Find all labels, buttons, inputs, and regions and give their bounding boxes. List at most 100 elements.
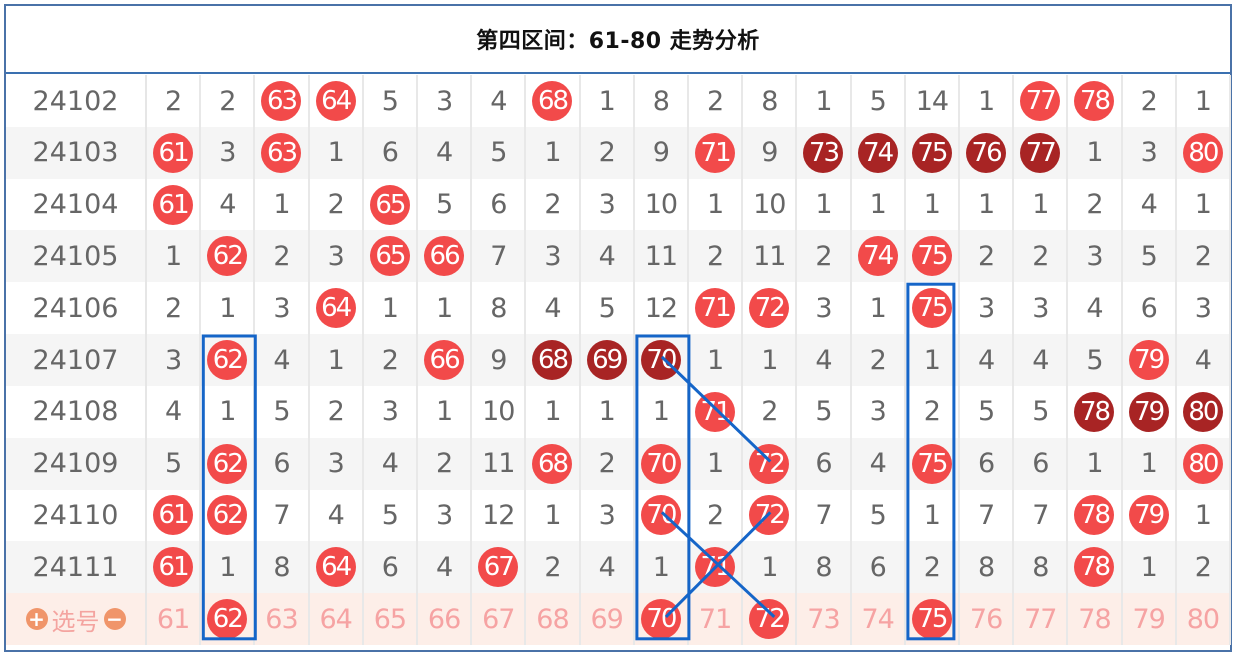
select-number-70[interactable]: 70 bbox=[635, 593, 689, 645]
trend-cell: 12 bbox=[635, 282, 689, 335]
trend-cell: 79 bbox=[1123, 385, 1177, 438]
trend-cell: 9 bbox=[472, 334, 527, 386]
issue-number: 24108 bbox=[6, 385, 147, 438]
select-number-80[interactable]: 80 bbox=[1177, 593, 1231, 645]
table-row: 24105 1 62 2 3 65 66 7 3 4 11 2 11 2 74 75 2 2 3 5 2 bbox=[6, 230, 1231, 283]
table-row: 24108 4 1 5 2 3 1 10 1 1 1 71 2 5 3 2 5 5 78 79 80 bbox=[6, 385, 1231, 438]
select-number-64[interactable]: 64 bbox=[310, 593, 364, 645]
trend-cell: 74 bbox=[852, 126, 906, 179]
trend-cell: 1 bbox=[1177, 178, 1231, 231]
trend-cell: 4 bbox=[147, 385, 202, 438]
trend-cell: 65 bbox=[364, 230, 418, 283]
trend-cell: 2 bbox=[526, 541, 581, 594]
issue-number: 24103 bbox=[6, 126, 147, 179]
trend-cell: 1 bbox=[201, 385, 256, 438]
table-row: 24110 61 62 7 4 5 3 12 1 3 70 2 72 7 5 1 7 7 78 79 1 bbox=[6, 489, 1231, 542]
trend-cell: 3 bbox=[147, 334, 202, 386]
trend-cell: 76 bbox=[960, 126, 1015, 179]
trend-cell: 3 bbox=[852, 385, 906, 438]
trend-cell: 4 bbox=[797, 334, 852, 386]
trend-cell: 62 bbox=[201, 334, 256, 386]
trend-cell: 62 bbox=[201, 230, 256, 283]
table-row: 24103 61 3 63 1 6 4 5 1 2 9 71 9 73 74 75 76 77 1 3 80 bbox=[6, 126, 1231, 179]
trend-cell: 4 bbox=[581, 541, 635, 594]
issue-number: 24106 bbox=[6, 282, 147, 335]
trend-cell: 1 bbox=[581, 75, 635, 127]
trend-cell: 4 bbox=[418, 126, 473, 179]
trend-cell: 6 bbox=[1123, 282, 1177, 335]
select-number-63[interactable]: 63 bbox=[255, 593, 310, 645]
trend-cell: 2 bbox=[310, 178, 364, 231]
trend-cell: 1 bbox=[960, 75, 1015, 127]
select-label: + 选号 − bbox=[6, 593, 147, 645]
trend-cell: 4 bbox=[472, 75, 527, 127]
hit-ball: 79 bbox=[1128, 340, 1169, 380]
trend-cell: 11 bbox=[743, 230, 798, 283]
trend-cell: 7 bbox=[960, 489, 1015, 542]
repeat-ball: 80 bbox=[1182, 391, 1223, 432]
hit-ball: 79 bbox=[1128, 495, 1169, 536]
select-number-68[interactable]: 68 bbox=[526, 593, 581, 645]
select-number-78[interactable]: 78 bbox=[1068, 593, 1123, 645]
select-number-77[interactable]: 77 bbox=[1014, 593, 1069, 645]
trend-cell: 8 bbox=[960, 541, 1015, 594]
select-number-72[interactable]: 72 bbox=[743, 593, 798, 645]
trend-cell: 64 bbox=[310, 282, 364, 335]
select-number-66[interactable]: 66 bbox=[418, 593, 473, 645]
select-number-62[interactable]: 62 bbox=[201, 593, 256, 645]
hit-ball: 78 bbox=[1074, 81, 1115, 121]
select-number-67[interactable]: 67 bbox=[472, 593, 527, 645]
trend-cell: 71 bbox=[689, 126, 744, 179]
trend-cell: 71 bbox=[689, 541, 744, 594]
trend-cell: 4 bbox=[255, 334, 310, 386]
trend-cell: 80 bbox=[1177, 126, 1231, 179]
hit-ball: 80 bbox=[1182, 132, 1223, 173]
hit-ball: 71 bbox=[695, 547, 736, 588]
select-number-74[interactable]: 74 bbox=[852, 593, 906, 645]
select-number-71[interactable]: 71 bbox=[689, 593, 744, 645]
trend-cell: 1 bbox=[743, 541, 798, 594]
select-number-65[interactable]: 65 bbox=[364, 593, 418, 645]
hit-ball: 78 bbox=[1074, 495, 1115, 536]
minus-circle-icon[interactable]: − bbox=[103, 607, 126, 631]
trend-cell: 66 bbox=[418, 334, 473, 386]
select-row: + 选号 −61 62 63 64 65 66 67 68 69 70 71 72 73 74 75 76 77 78… bbox=[6, 593, 1231, 645]
repeat-ball: 76 bbox=[966, 132, 1007, 173]
trend-cell: 2 bbox=[581, 437, 635, 490]
trend-cell: 2 bbox=[1014, 230, 1069, 283]
trend-cell: 73 bbox=[797, 126, 852, 179]
trend-cell: 2 bbox=[906, 541, 960, 594]
trend-cell: 1 bbox=[689, 178, 744, 231]
select-number-76[interactable]: 76 bbox=[960, 593, 1015, 645]
select-number-69[interactable]: 69 bbox=[581, 593, 635, 645]
select-number-75[interactable]: 75 bbox=[906, 593, 960, 645]
trend-cell: 72 bbox=[743, 437, 798, 490]
hit-ball: 61 bbox=[153, 184, 194, 225]
select-number-73[interactable]: 73 bbox=[797, 593, 852, 645]
trend-cell: 1 bbox=[1177, 75, 1231, 127]
trend-cell: 63 bbox=[255, 126, 310, 179]
select-number-61[interactable]: 61 bbox=[147, 593, 202, 645]
trend-cell: 6 bbox=[364, 126, 418, 179]
trend-cell: 2 bbox=[1177, 541, 1231, 594]
plus-circle-icon[interactable]: + bbox=[25, 607, 48, 631]
trend-cell: 4 bbox=[1177, 334, 1231, 386]
trend-cell: 8 bbox=[743, 75, 798, 127]
trend-cell: 1 bbox=[852, 178, 906, 231]
trend-cell: 8 bbox=[797, 541, 852, 594]
select-number-79[interactable]: 79 bbox=[1123, 593, 1177, 645]
issue-number: 24111 bbox=[6, 541, 147, 594]
hit-ball: 65 bbox=[369, 184, 410, 225]
trend-cell: 4 bbox=[310, 489, 364, 542]
trend-cell: 63 bbox=[255, 75, 310, 127]
trend-cell: 78 bbox=[1068, 489, 1123, 542]
trend-cell: 9 bbox=[743, 126, 798, 179]
trend-cell: 1 bbox=[1068, 126, 1123, 179]
trend-cell: 11 bbox=[635, 230, 689, 283]
hit-ball: 64 bbox=[315, 81, 356, 121]
trend-cell: 74 bbox=[852, 230, 906, 283]
hit-ball: 61 bbox=[153, 547, 194, 588]
trend-cell: 6 bbox=[255, 437, 310, 490]
hit-ball: 63 bbox=[261, 81, 302, 121]
hit-ball: 71 bbox=[695, 391, 736, 432]
